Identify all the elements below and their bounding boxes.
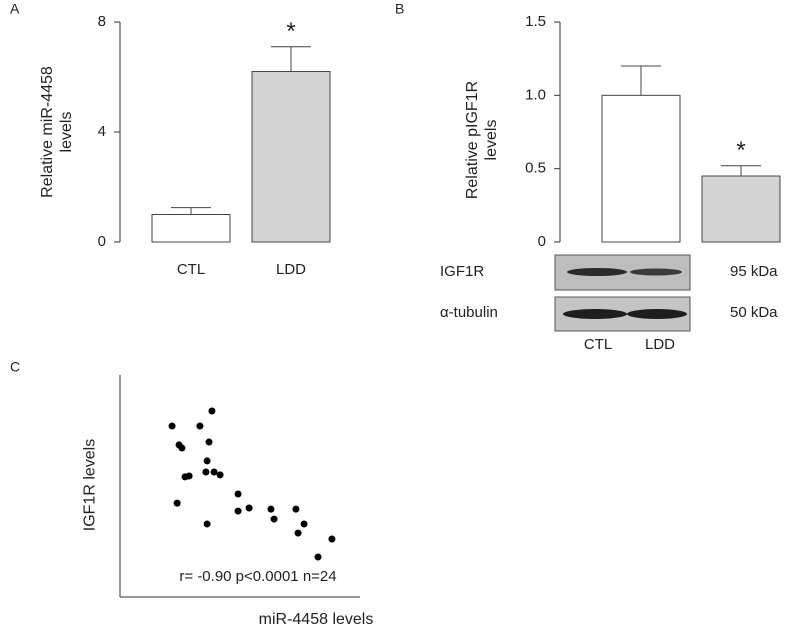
point (196, 422, 204, 430)
band (627, 309, 687, 319)
point (203, 457, 211, 465)
bar (601, 94, 681, 243)
blot (554, 254, 691, 332)
point (202, 468, 210, 476)
point (203, 520, 211, 528)
blot-size: 95 kDa (730, 263, 778, 280)
significance-mark: * (736, 137, 745, 164)
panel-label: A (10, 1, 20, 17)
point (234, 490, 242, 498)
point (300, 520, 308, 528)
y-axis-label: Relative miR-4458 levels (39, 66, 75, 198)
band (567, 268, 627, 276)
point (208, 407, 216, 415)
point (245, 504, 253, 512)
y-tick-label: 8 (98, 13, 106, 30)
blot-label: IGF1R (440, 263, 484, 280)
annotation: r= -0.90 p<0.0001 n=24 (179, 568, 336, 585)
x-axis-label: miR-4458 levels (259, 611, 374, 628)
y-tick-label: 1.5 (525, 13, 546, 30)
point (234, 507, 242, 515)
x-tick-label: CTL (177, 261, 205, 278)
y-axis-label: IGF1R levels (81, 438, 99, 532)
point (294, 529, 302, 537)
y-tick-label: 0 (538, 233, 546, 250)
y-tick-label: 0.5 (525, 160, 546, 177)
point (270, 515, 278, 523)
band (630, 268, 682, 276)
lane-label: CTL (584, 336, 612, 353)
point (178, 444, 186, 452)
y-axis-label: Relative pIGF1R levels (464, 80, 500, 200)
point (314, 553, 322, 561)
band (563, 309, 627, 319)
bar (151, 214, 231, 243)
lane-label: LDD (645, 336, 675, 353)
point (173, 499, 181, 507)
y-tick-label: 0 (98, 233, 106, 250)
point (216, 471, 224, 479)
bar (701, 175, 781, 243)
point (292, 505, 300, 513)
y-tick-label: 4 (98, 123, 106, 140)
panel-label: C (10, 359, 20, 375)
point (328, 535, 336, 543)
significance-mark: * (286, 18, 295, 45)
blot-size: 50 kDa (730, 304, 778, 321)
blot-label: α-tubulin (440, 304, 498, 321)
point (205, 438, 213, 446)
point (210, 468, 218, 476)
y-tick-label: 1.0 (525, 86, 546, 103)
point (267, 505, 275, 513)
x-tick-label: LDD (276, 261, 306, 278)
point (168, 422, 176, 430)
panel-label: B (395, 1, 404, 17)
bar (251, 71, 331, 243)
point (185, 472, 193, 480)
